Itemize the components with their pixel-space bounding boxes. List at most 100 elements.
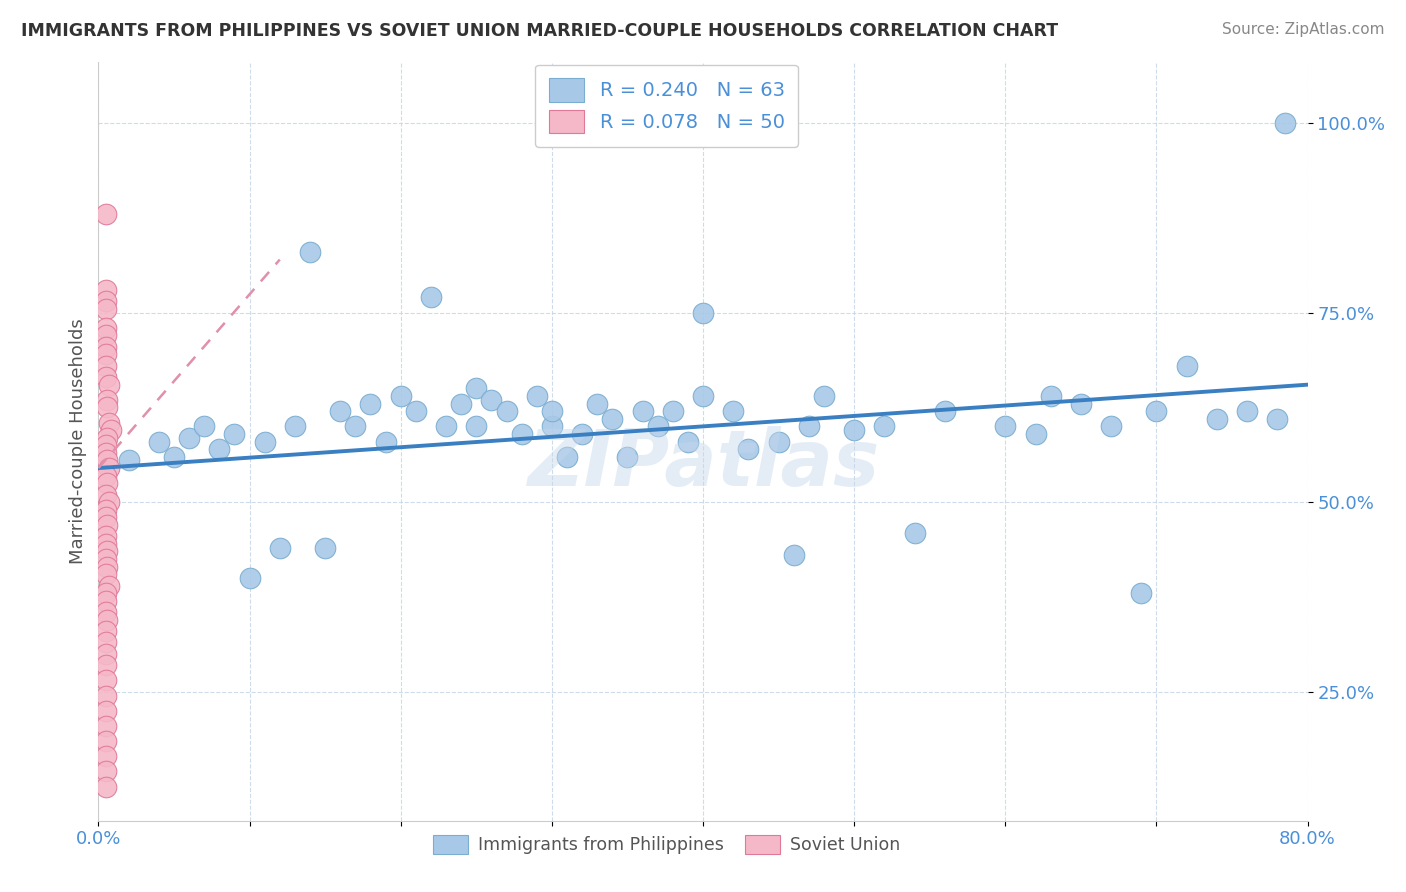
Point: [94, 764, 117, 779]
Point: [94, 594, 117, 608]
Point: [465, 419, 488, 434]
Point: [94, 370, 117, 384]
Point: [692, 389, 714, 403]
Y-axis label: Married-couple Households: Married-couple Households: [69, 318, 87, 565]
Point: [94, 658, 117, 673]
Point: [873, 419, 896, 434]
Point: [94, 529, 117, 543]
Point: [783, 548, 806, 563]
Point: [94, 321, 117, 335]
Point: [420, 291, 443, 305]
Legend: Immigrants from Philippines, Soviet Union: Immigrants from Philippines, Soviet Unio…: [426, 828, 907, 862]
Point: [96, 559, 118, 574]
Point: [118, 453, 141, 467]
Point: [94, 294, 117, 309]
Point: [96, 544, 118, 558]
Point: [94, 749, 117, 764]
Point: [813, 389, 835, 403]
Point: [94, 647, 117, 661]
Point: [647, 419, 669, 434]
Point: [94, 347, 117, 361]
Point: [94, 586, 117, 600]
Point: [193, 419, 215, 434]
Point: [1267, 412, 1289, 426]
Point: [555, 450, 578, 464]
Point: [526, 389, 548, 403]
Point: [94, 468, 117, 483]
Point: [1144, 404, 1167, 418]
Point: [94, 446, 117, 460]
Point: [94, 359, 117, 373]
Point: [661, 404, 683, 418]
Point: [96, 401, 118, 415]
Point: [495, 404, 517, 418]
Point: [94, 438, 117, 452]
Point: [1024, 427, 1046, 442]
Point: [1206, 412, 1229, 426]
Point: [1039, 389, 1062, 403]
Point: [1274, 116, 1296, 130]
Point: [481, 392, 503, 407]
Point: [98, 579, 121, 593]
Text: ZIPatlas: ZIPatlas: [527, 426, 879, 502]
Point: [434, 419, 457, 434]
Point: [299, 244, 322, 259]
Point: [405, 404, 427, 418]
Point: [994, 419, 1017, 434]
Point: [94, 510, 117, 524]
Point: [844, 423, 866, 437]
Point: [96, 453, 118, 467]
Point: [389, 389, 412, 403]
Point: [1070, 396, 1092, 410]
Point: [94, 207, 117, 221]
Point: [94, 734, 117, 748]
Point: [360, 396, 382, 410]
Point: [540, 404, 562, 418]
Point: [94, 704, 117, 718]
Point: [100, 423, 122, 437]
Point: [450, 396, 472, 410]
Point: [465, 382, 488, 396]
Point: [269, 541, 291, 555]
Point: [98, 377, 121, 392]
Point: [98, 495, 121, 509]
Point: [314, 541, 336, 555]
Point: [94, 605, 117, 619]
Point: [284, 419, 307, 434]
Point: [94, 301, 117, 316]
Text: Source: ZipAtlas.com: Source: ZipAtlas.com: [1222, 22, 1385, 37]
Point: [94, 537, 117, 551]
Point: [94, 487, 117, 501]
Point: [676, 434, 699, 449]
Point: [96, 392, 118, 407]
Point: [616, 450, 638, 464]
Point: [94, 635, 117, 649]
Point: [329, 404, 352, 418]
Point: [148, 434, 170, 449]
Point: [1175, 359, 1198, 373]
Point: [96, 476, 118, 491]
Point: [1236, 404, 1258, 418]
Point: [94, 689, 117, 703]
Point: [94, 503, 117, 517]
Point: [163, 450, 186, 464]
Point: [96, 517, 118, 532]
Point: [586, 396, 609, 410]
Point: [208, 442, 231, 457]
Point: [723, 404, 745, 418]
Point: [768, 434, 790, 449]
Point: [94, 283, 117, 297]
Point: [602, 412, 624, 426]
Point: [179, 431, 201, 445]
Point: [797, 419, 820, 434]
Point: [94, 340, 117, 354]
Point: [737, 442, 759, 457]
Point: [98, 416, 121, 430]
Point: [239, 571, 262, 585]
Point: [374, 434, 396, 449]
Point: [1099, 419, 1122, 434]
Point: [344, 419, 367, 434]
Point: [224, 427, 246, 442]
Point: [94, 624, 117, 639]
Point: [94, 719, 117, 733]
